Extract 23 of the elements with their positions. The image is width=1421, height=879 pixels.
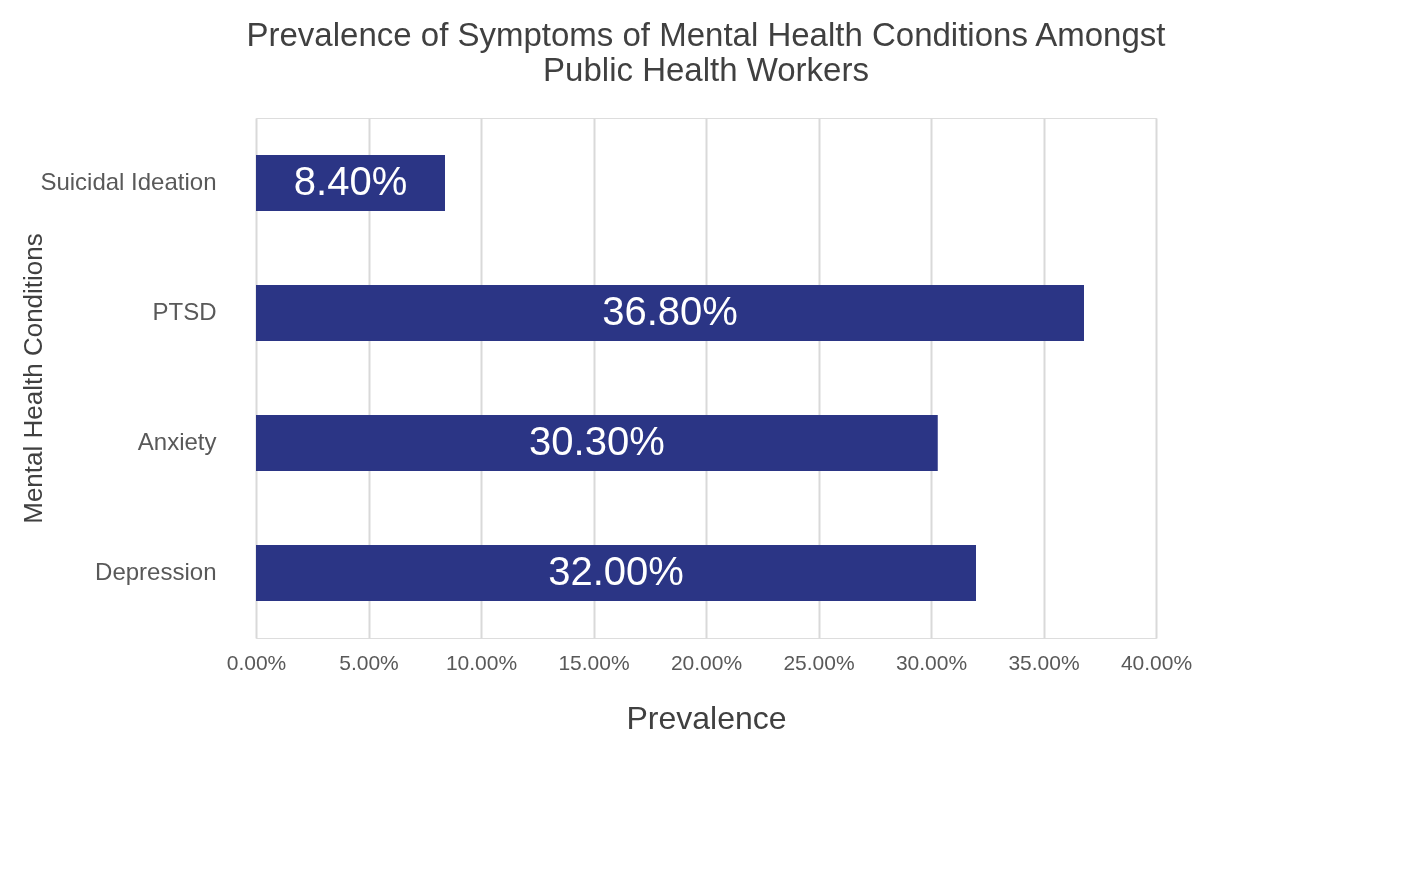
x-tick-label: 30.00% [895,650,968,674]
y-tick-label: Suicidal Ideation [40,168,217,195]
x-tick-label: 5.00% [339,650,399,674]
x-tick-label: 20.00% [670,650,743,674]
data-label: 32.00% [548,549,684,593]
y-axis-title: Mental Health Conditions [17,233,48,524]
y-tick-label: Anxiety [137,428,217,455]
data-label: 8.40% [293,159,408,203]
chart-title: Prevalence of Symptoms of Mental Health Conditions Amongst Public Health Workers [246,16,1166,88]
bar [256,285,1084,341]
x-tick-label: 15.00% [558,650,630,674]
y-tick-label: Depression [95,558,217,585]
y-tick-label: PTSD [152,298,217,325]
x-tick-label: 0.00% [226,650,287,674]
data-label: 30.30% [529,419,665,463]
data-label: 36.80% [602,289,738,333]
x-tick-label: 35.00% [1008,650,1080,674]
x-tick-label: 10.00% [445,650,518,674]
x-axis-title: Prevalence [626,699,787,736]
x-tick-label: 40.00% [1120,650,1193,674]
bar [256,415,938,471]
bar [256,545,976,601]
x-tick-label: 25.00% [783,650,855,674]
